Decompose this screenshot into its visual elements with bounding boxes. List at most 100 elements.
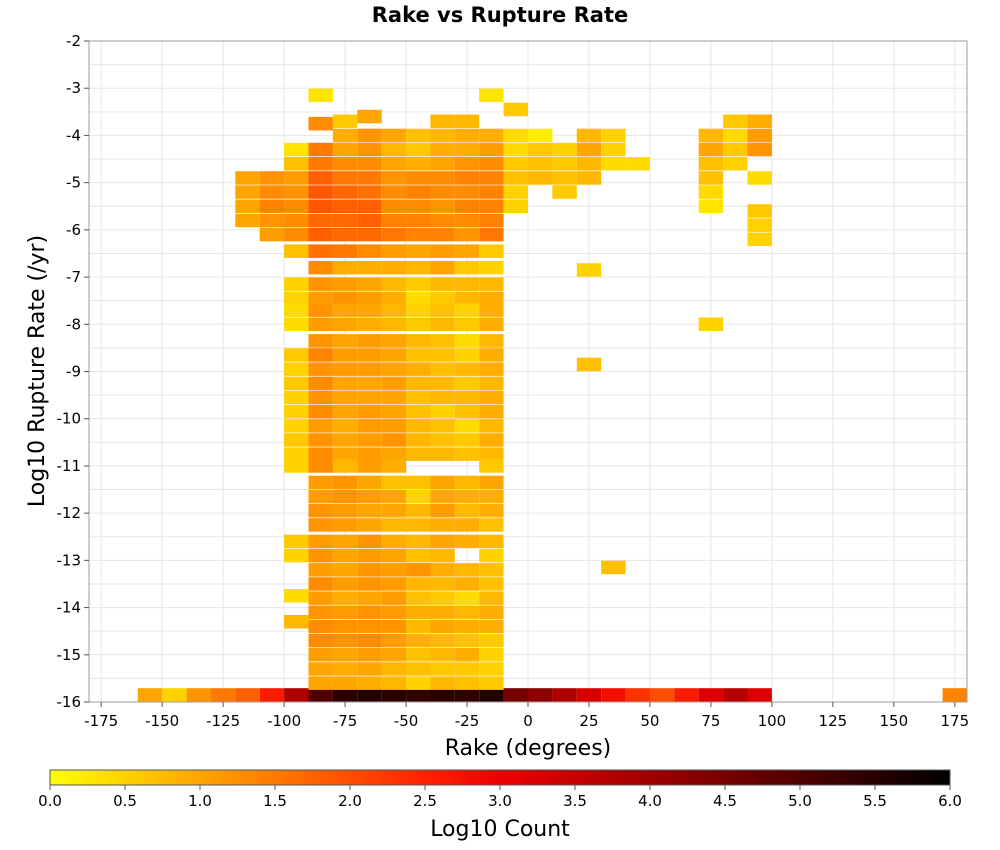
heatmap-cell (454, 244, 480, 258)
heatmap-cell (332, 619, 358, 634)
heatmap-cell (503, 128, 528, 143)
heatmap-cell (284, 447, 309, 461)
heatmap-cell (308, 277, 333, 291)
heatmap-cell (430, 662, 455, 676)
heatmap-cell (479, 376, 504, 391)
heatmap-cell (576, 688, 602, 702)
heatmap-cell (308, 390, 333, 405)
heatmap-cell (430, 577, 455, 591)
heatmap-cell (454, 171, 480, 185)
heatmap-cell (430, 518, 455, 532)
heatmap-cell (406, 563, 431, 577)
x-tick-label: 75 (701, 712, 720, 730)
heatmap-cell (381, 348, 407, 362)
heatmap-cell (381, 227, 407, 242)
heatmap-cell (357, 185, 382, 199)
heatmap-cell (552, 171, 577, 185)
heatmap-cell (698, 171, 724, 185)
heatmap-cell (332, 213, 358, 228)
heatmap-cell (381, 334, 407, 348)
heatmap-cell (479, 317, 504, 331)
heatmap-cell (479, 244, 504, 258)
heatmap-cell (479, 185, 504, 199)
heatmap-cell (454, 518, 480, 532)
heatmap-cell (747, 688, 772, 702)
heatmap-cell (454, 619, 480, 634)
heatmap-cell (430, 475, 455, 490)
heatmap-cell (406, 362, 431, 376)
heatmap-cell (284, 348, 309, 362)
heatmap-cell (357, 303, 382, 317)
heatmap-cell (479, 277, 504, 291)
heatmap-cell (308, 447, 333, 461)
heatmap-cell (430, 142, 455, 157)
colorbar-tick-label: 3.5 (563, 792, 587, 810)
heatmap-cell (479, 688, 504, 702)
heatmap-cell (284, 615, 309, 629)
heatmap-cell (259, 185, 285, 199)
y-tick-label: -9 (66, 363, 81, 381)
heatmap-cell (430, 199, 455, 213)
heatmap-cell (552, 185, 577, 199)
heatmap-cell (479, 489, 504, 504)
heatmap-cell (357, 227, 382, 242)
heatmap-cell (406, 244, 431, 258)
heatmap-cell (381, 591, 407, 605)
heatmap-cell (308, 116, 333, 131)
heatmap-cell (406, 648, 431, 662)
heatmap-cell (454, 390, 480, 405)
heatmap-cell (406, 199, 431, 213)
heatmap-cell (332, 277, 358, 291)
heatmap-cell (479, 534, 504, 549)
x-tick-label: 150 (880, 712, 909, 730)
colorbar-tick-label: 1.0 (188, 792, 212, 810)
heatmap-cell (479, 213, 504, 228)
heatmap-cell (186, 688, 211, 702)
heatmap-cell (479, 648, 504, 662)
heatmap-cell (284, 291, 309, 306)
heatmap-cell (454, 688, 480, 702)
heatmap-cell (723, 142, 748, 157)
heatmap-cell (357, 128, 382, 143)
heatmap-cell (381, 376, 407, 391)
heatmap-cell (357, 142, 382, 157)
heatmap-cell (235, 688, 260, 702)
heatmap-cell (381, 662, 407, 676)
heatmap-cell (430, 376, 455, 391)
heatmap-cell (430, 619, 455, 634)
heatmap-cell (454, 260, 480, 275)
x-tick-label: -25 (455, 712, 480, 730)
heatmap-cell (284, 404, 309, 419)
heatmap-cell (381, 362, 407, 376)
heatmap-cell (601, 128, 626, 143)
heatmap-cell (454, 577, 480, 591)
heatmap-cell (381, 142, 407, 157)
heatmap-cell (308, 376, 333, 391)
heatmap-cell (454, 348, 480, 362)
heatmap-cell (698, 185, 724, 199)
heatmap-cell (284, 459, 309, 473)
heatmap-cell (381, 128, 407, 143)
heatmap-cell (698, 688, 724, 702)
heatmap-cell (479, 676, 504, 690)
heatmap-cell (381, 447, 407, 461)
heatmap-cell (601, 560, 626, 575)
heatmap-cell (454, 648, 480, 662)
y-tick-label: -10 (57, 410, 82, 428)
heatmap-cell (308, 419, 333, 433)
heatmap-cell (430, 548, 455, 563)
heatmap-cell (454, 591, 480, 605)
heatmap-cell (454, 291, 480, 306)
heatmap-cell (332, 504, 358, 518)
heatmap-cell (235, 213, 260, 228)
heatmap-cell (308, 489, 333, 504)
heatmap-cell (698, 199, 724, 213)
heatmap-cell (479, 419, 504, 433)
colorbar-tick-label: 0.0 (38, 792, 62, 810)
x-tick-label: -50 (394, 712, 419, 730)
heatmap-cell (479, 157, 504, 171)
heatmap-cell (503, 102, 528, 117)
colorbar (49, 769, 951, 786)
heatmap-cell (308, 244, 333, 258)
heatmap-cell (430, 277, 455, 291)
